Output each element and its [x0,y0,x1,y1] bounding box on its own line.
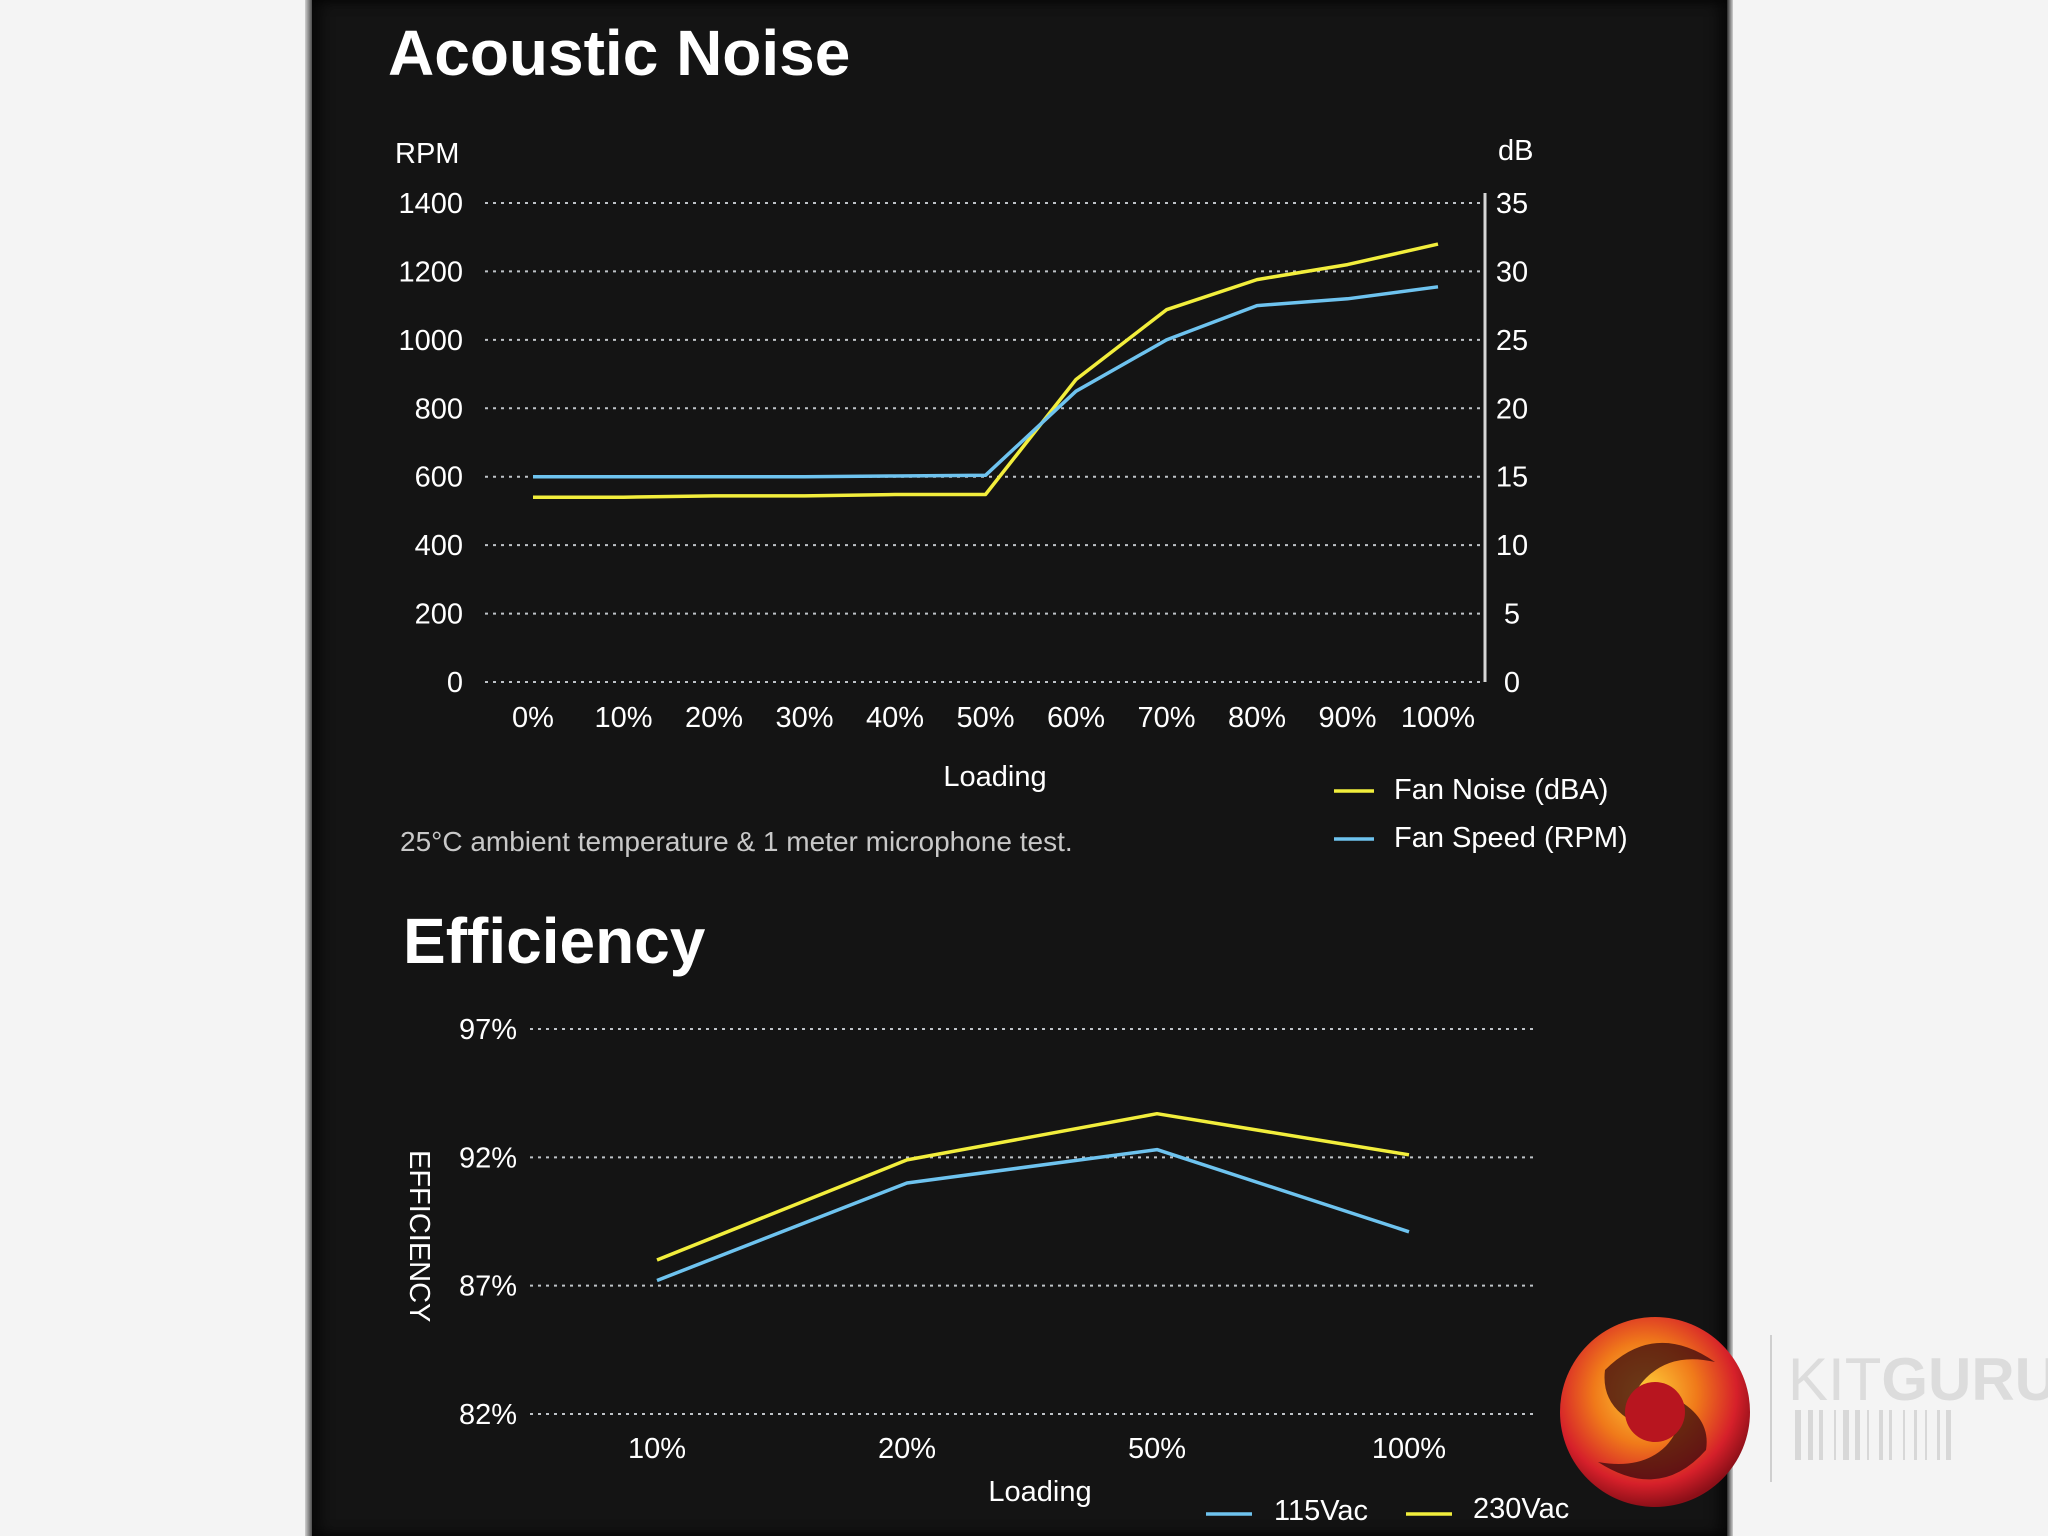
acoustic-x-tick-label: 30% [775,702,833,734]
barcode-icon [1795,1410,1951,1460]
acoustic-left-tick-label: 1200 [398,256,463,288]
efficiency-gridlines [530,1028,1535,1415]
efficiency-y-tick-label: 92% [459,1142,517,1174]
series-line-fan-speed-rpm [533,285,1439,479]
efficiency-x-tick-label: 10% [628,1433,686,1465]
acoustic-right-tick-label: 10 [1496,530,1528,562]
acoustic-test-note: 25°C ambient temperature & 1 meter micro… [400,826,1073,857]
box-panel [312,0,1727,1536]
kitguru-watermark: KITGURU [1560,1317,2048,1507]
acoustic-right-tick-label: 30 [1496,256,1528,288]
acoustic-left-tick-label: 400 [415,530,463,562]
acoustic-chart-title: Acoustic Noise [388,17,850,89]
acoustic-x-tick-label: 10% [594,702,652,734]
efficiency-x-tick-label: 50% [1128,1433,1186,1465]
acoustic-left-tick-label: 1000 [398,325,463,357]
acoustic-series [533,242,1439,499]
acoustic-left-tick-label: 1400 [398,188,463,220]
acoustic-legend: Fan Noise (dBA) Fan Speed (RPM) [1334,774,1628,854]
acoustic-x-tick-label: 100% [1401,702,1475,734]
acoustic-x-tick-label: 40% [866,702,924,734]
series-line-115vac [656,1147,1410,1283]
efficiency-x-tick-labels: 10% 20% 50% 100% [628,1433,1446,1465]
series-line-230vac [656,1111,1410,1262]
efficiency-x-tick-label: 100% [1372,1433,1446,1465]
acoustic-left-axis-label: RPM [395,138,459,170]
acoustic-right-tick-label: 25 [1496,325,1528,357]
acoustic-x-tick-label: 0% [512,702,554,734]
acoustic-gridlines [485,202,1480,683]
efficiency-x-tick-label: 20% [878,1433,936,1465]
acoustic-x-tick-label: 20% [685,702,743,734]
acoustic-left-tick-label: 0 [447,667,463,699]
acoustic-right-tick-labels: 0 5 10 15 20 25 30 35 [1496,188,1528,699]
efficiency-legend: 115Vac 230Vac [1206,1493,1569,1527]
acoustic-right-axis-label: dB [1498,135,1533,167]
acoustic-x-axis-label: Loading [943,761,1046,793]
legend-label-115vac: 115Vac [1274,1495,1368,1527]
acoustic-right-tick-label: 5 [1504,599,1520,631]
acoustic-x-tick-labels: 0% 10% 20% 30% 40% 50% 60% 70% 80% 90% 100% [512,702,1475,734]
acoustic-right-tick-label: 0 [1504,667,1520,699]
legend-label-fan-noise: Fan Noise (dBA) [1394,774,1608,806]
acoustic-x-tick-label: 50% [956,702,1014,734]
efficiency-y-axis-label: EFFICIENCY [403,1150,435,1322]
efficiency-chart-title: Efficiency [403,905,706,977]
legend-label-fan-speed: Fan Speed (RPM) [1394,822,1628,854]
acoustic-right-tick-label: 20 [1496,393,1528,425]
efficiency-y-tick-label: 87% [459,1271,517,1303]
acoustic-right-tick-label: 35 [1496,188,1528,220]
kitguru-orb-icon [1560,1317,1750,1507]
efficiency-x-axis-label: Loading [988,1476,1091,1508]
box-edge-right [1727,0,1733,1536]
acoustic-left-tick-label: 200 [415,599,463,631]
efficiency-y-tick-label: 97% [459,1014,517,1046]
legend-label-230vac: 230Vac [1473,1493,1569,1525]
acoustic-x-tick-label: 60% [1047,702,1105,734]
acoustic-x-tick-label: 80% [1228,702,1286,734]
acoustic-noise-chart: Acoustic Noise RPM dB 020040060080010001… [388,17,1628,857]
acoustic-x-tick-label: 90% [1318,702,1376,734]
acoustic-x-tick-label: 70% [1137,702,1195,734]
acoustic-left-tick-label: 600 [415,462,463,494]
acoustic-right-tick-label: 15 [1496,462,1528,494]
acoustic-left-tick-label: 800 [415,393,463,425]
efficiency-series [656,1111,1410,1283]
series-line-fan-noise-dba [533,242,1439,499]
kitguru-wordmark: KITGURU [1788,1346,2048,1413]
efficiency-y-tick-label: 82% [459,1399,517,1431]
efficiency-y-tick-labels: 82% 87% 92% 97% [459,1014,517,1431]
acoustic-left-tick-labels: 0 200 400 600 800 1000 1200 1400 [398,188,463,699]
box-edge-left [305,0,313,1536]
efficiency-chart: Efficiency EFFICIENCY 82% 87% 92% 97% 10% 20… [403,905,1569,1527]
